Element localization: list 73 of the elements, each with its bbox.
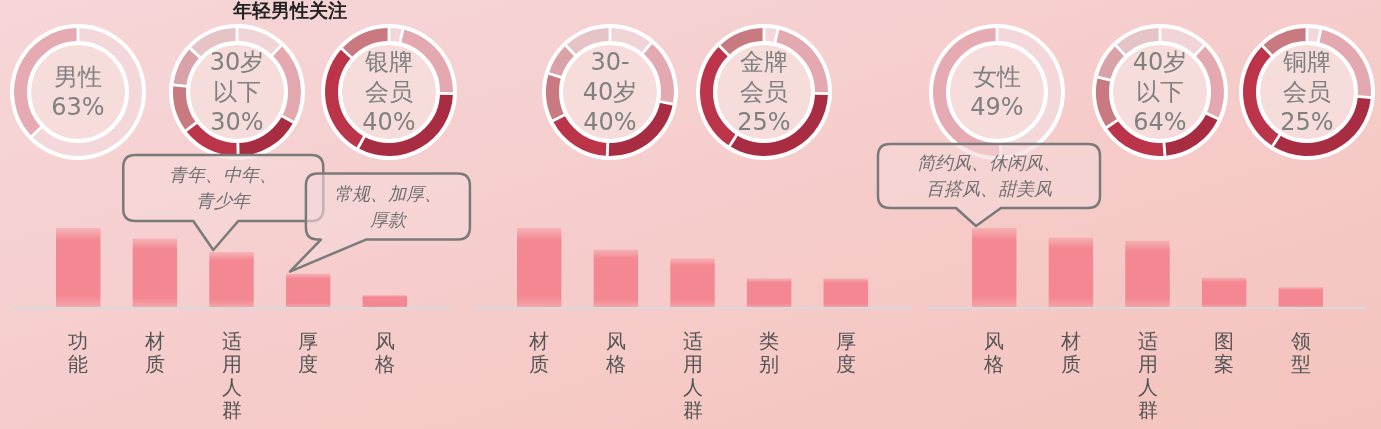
bar bbox=[593, 249, 639, 308]
donut-slice bbox=[549, 46, 575, 77]
text: 40岁 bbox=[1132, 48, 1188, 77]
bar bbox=[209, 252, 254, 308]
text: 40岁 bbox=[582, 78, 638, 107]
x-tick-label: 厚度 bbox=[835, 329, 856, 376]
x-tick-label: 功能 bbox=[68, 329, 89, 376]
annotation: 常规、加厚、厚款 bbox=[333, 182, 442, 230]
x-tick-label: 图案 bbox=[1214, 329, 1235, 376]
donut-slice bbox=[1308, 28, 1320, 43]
x-tick-label: 材质 bbox=[143, 329, 165, 376]
bar bbox=[1125, 240, 1170, 308]
donut-slice bbox=[272, 46, 301, 121]
bar bbox=[516, 228, 562, 308]
text: 49% bbox=[970, 93, 1024, 122]
donut-slice bbox=[643, 43, 674, 103]
annotation: 简约风、休闲风、百搭风、甜美风 bbox=[916, 152, 1061, 200]
donut-slice bbox=[1195, 46, 1224, 118]
x-tick-label: 适用人群 bbox=[221, 329, 242, 422]
donut-slice bbox=[173, 49, 200, 85]
bar bbox=[823, 278, 869, 308]
donut-slice bbox=[611, 28, 651, 53]
donut-slice bbox=[700, 46, 736, 146]
donut-slice bbox=[32, 28, 142, 156]
donut-slice bbox=[173, 86, 197, 130]
annotation: 青年、中年、青少年 bbox=[169, 164, 278, 212]
text: 男性 bbox=[54, 63, 102, 92]
text: 会员 bbox=[1283, 78, 1331, 107]
donut-slice bbox=[1243, 46, 1279, 146]
text: 40% bbox=[583, 108, 637, 137]
text: 以下 bbox=[1136, 78, 1184, 107]
bar bbox=[1201, 277, 1247, 308]
text: 40% bbox=[362, 108, 416, 137]
x-tick-label: 材质 bbox=[1059, 329, 1081, 376]
bar bbox=[670, 258, 715, 308]
text: 铜牌 bbox=[1282, 48, 1331, 77]
x-tick-label: 厚度 bbox=[298, 329, 319, 376]
text: 金牌 bbox=[740, 48, 788, 77]
text: 30岁 bbox=[209, 48, 265, 77]
chart-title: 年轻男性关注 bbox=[232, 0, 347, 21]
text: 30% bbox=[210, 108, 264, 137]
x-tick-label: 领型 bbox=[1290, 329, 1311, 376]
bar bbox=[55, 228, 101, 308]
bar bbox=[1048, 237, 1094, 308]
x-tick-label: 风格 bbox=[983, 329, 1005, 376]
donut-slice bbox=[1098, 46, 1125, 80]
x-tick-label: 材质 bbox=[528, 329, 550, 376]
text: 25% bbox=[1280, 108, 1334, 137]
text: 会员 bbox=[740, 78, 788, 107]
x-tick-label: 风格 bbox=[373, 329, 395, 376]
text: 女性 bbox=[973, 63, 1021, 92]
bar bbox=[746, 278, 792, 308]
x-tick-label: 适用人群 bbox=[1137, 329, 1158, 422]
text: 以下 bbox=[213, 78, 261, 107]
x-tick-label: 风格 bbox=[604, 329, 626, 376]
donut-slice bbox=[325, 49, 364, 148]
text: 64% bbox=[1133, 108, 1187, 137]
x-tick-label: 类别 bbox=[759, 329, 780, 376]
bar bbox=[132, 238, 178, 308]
bar bbox=[1278, 287, 1324, 308]
text: 会员 bbox=[365, 78, 413, 107]
bar bbox=[285, 273, 331, 308]
bar bbox=[362, 295, 408, 308]
text: 63% bbox=[51, 93, 105, 122]
donut-slice bbox=[390, 28, 402, 43]
donut-slice bbox=[546, 74, 565, 120]
text: 30- bbox=[590, 48, 630, 77]
donut-slice bbox=[765, 28, 777, 43]
text: 25% bbox=[737, 108, 791, 137]
x-tick-label: 适用人群 bbox=[682, 329, 703, 422]
bar bbox=[971, 228, 1017, 308]
text: 银牌 bbox=[364, 48, 413, 77]
donut-slice bbox=[1096, 78, 1118, 127]
